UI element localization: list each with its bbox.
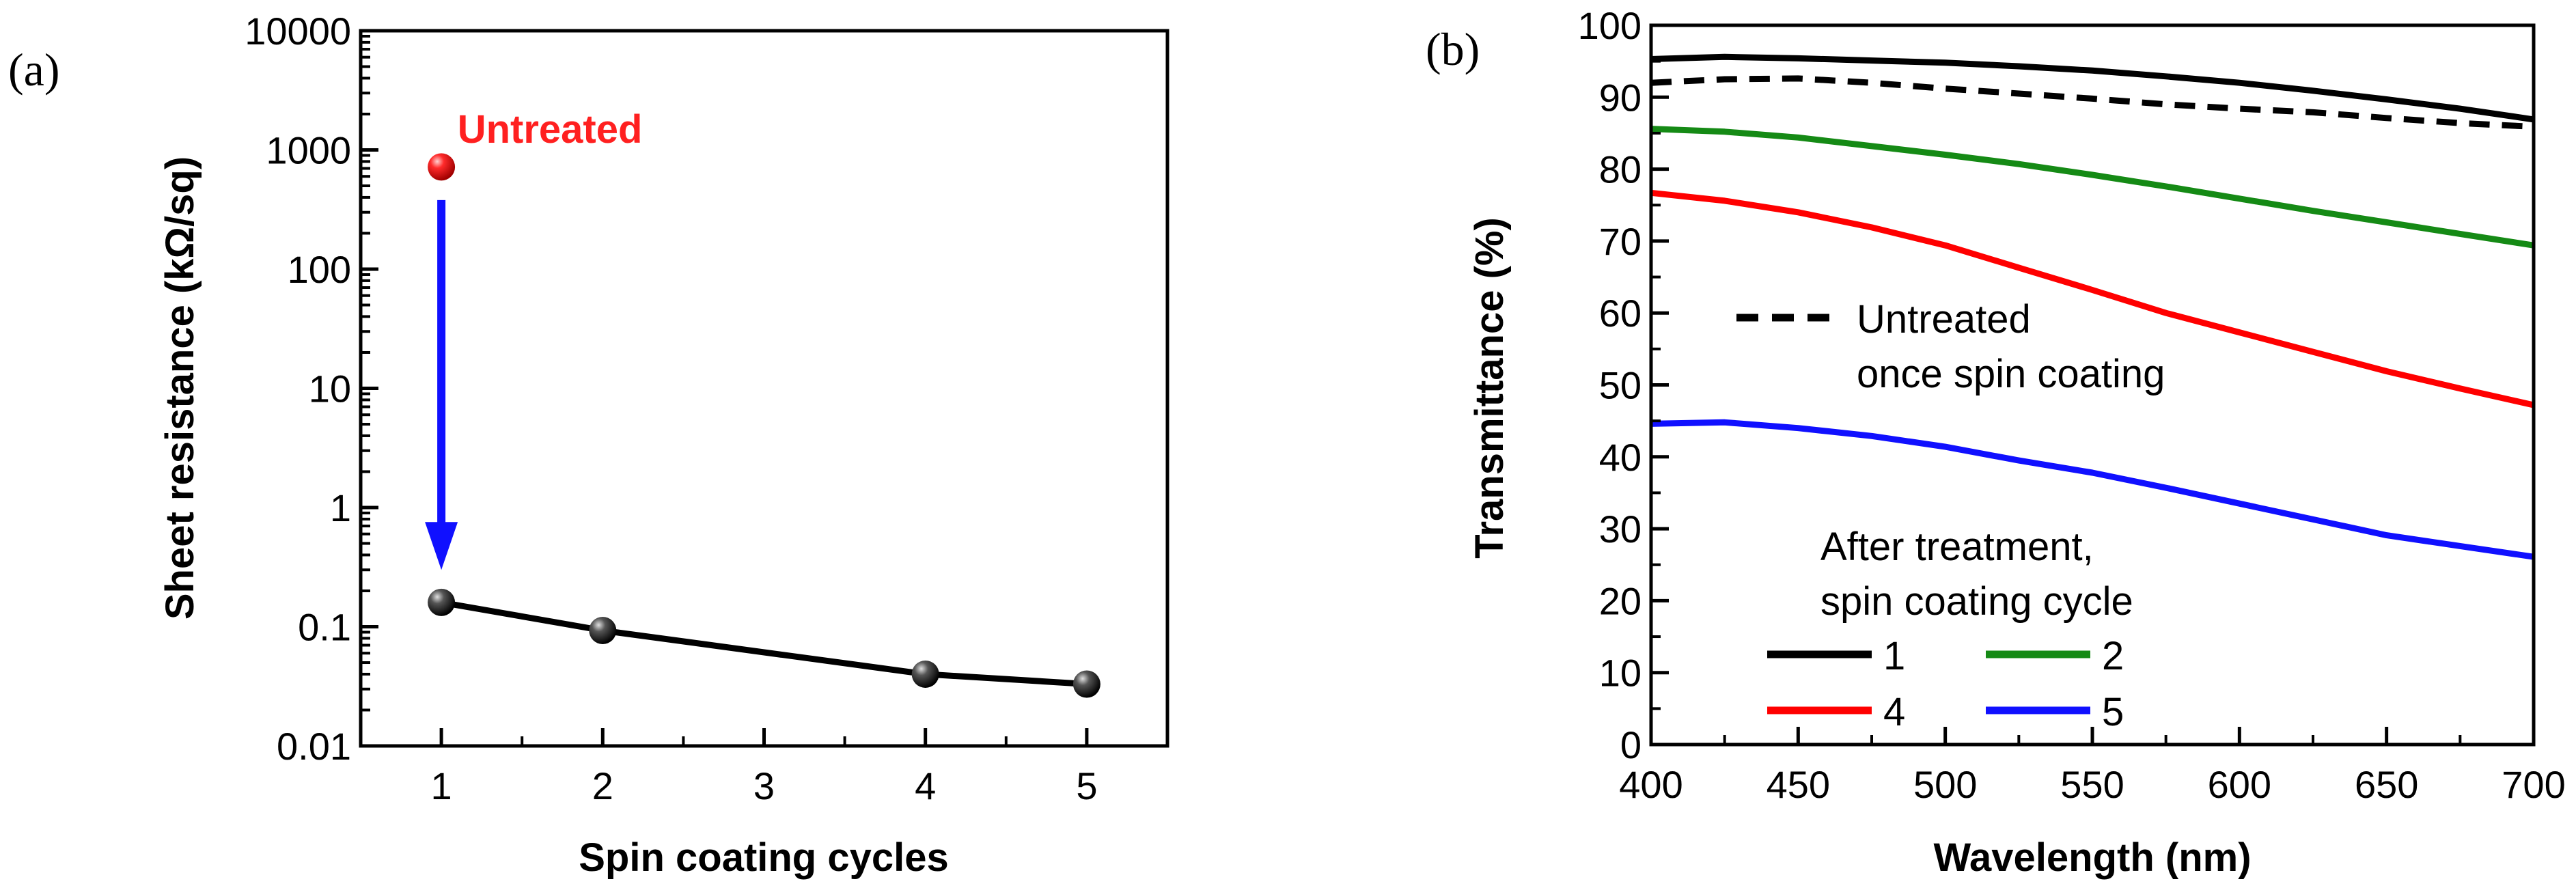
panel-a-sheet-resistance-chart: (a) 0.01 0.1 1 10 100 1000 10000 1 2 3 4 5 Spin co…	[8, 10, 1169, 880]
a-x-tick-label: 5	[1076, 764, 1097, 807]
b-y-tick-label: 30	[1599, 508, 1642, 551]
b-x-tick-label: 550	[2060, 763, 2124, 806]
legend-title-line2: spin coating cycle	[1820, 579, 2133, 624]
b-y-tick-label: 40	[1599, 436, 1642, 479]
a-x-tick-label: 4	[915, 764, 936, 807]
legend-untreated-line2: once spin coating	[1857, 352, 2165, 396]
a-x-tick-label: 2	[592, 764, 613, 807]
legend-entry-5: 5	[2102, 690, 2124, 734]
b-x-tick-label: 700	[2502, 763, 2565, 806]
a-y-tick-label: 100	[288, 248, 351, 291]
panel-b-transmittance-chart: (b) 0 10 20 30 40 50 60 70 80 90 100 400 450 500 550 6…	[1426, 4, 2566, 880]
b-x-tick-label: 400	[1619, 763, 1682, 806]
a-data-point	[911, 660, 939, 688]
panel-a-label: (a)	[8, 44, 59, 96]
b-x-tick-label: 450	[1767, 763, 1830, 806]
legend-untreated-line1: Untreated	[1857, 297, 2031, 342]
panel-a-y-axis-ticks: 0.01 0.1 1 10 100 1000 10000	[245, 10, 378, 768]
panel-b-label: (b)	[1426, 23, 1480, 75]
a-data-point	[1072, 670, 1100, 698]
legend-entry-2: 2	[2102, 634, 2124, 678]
panel-a-x-axis-ticks: 1 2 3 4 5	[431, 728, 1097, 807]
panel-b-x-axis-title: Wavelength (nm)	[1933, 835, 2251, 880]
b-y-tick-label: 20	[1599, 579, 1642, 622]
b-y-tick-label: 80	[1599, 148, 1642, 191]
a-y-tick-label: 1	[330, 486, 351, 529]
panel-a-series-line	[441, 599, 1088, 687]
legend-title-line1: After treatment,	[1820, 525, 2094, 569]
series-untreated-once-spin-coating-line	[1650, 75, 2534, 130]
panel-b-series-lines	[1650, 53, 2534, 560]
a-data-point	[589, 616, 617, 644]
b-x-tick-label: 500	[1913, 763, 1977, 806]
b-y-tick-label: 0	[1620, 723, 1642, 766]
panel-b-y-axis-title: Transmittance (%)	[1467, 217, 1512, 559]
b-y-tick-label: 50	[1599, 364, 1642, 407]
series-1-line	[1650, 53, 2534, 123]
b-y-tick-label: 90	[1599, 76, 1642, 119]
panel-a-y-axis-title: Sheet resistance (kΩ/sq)	[158, 156, 202, 620]
a-x-tick-label: 3	[753, 764, 775, 807]
panel-b-x-axis-ticks: 400 450 500 550 600 650 700	[1619, 727, 2566, 806]
panel-a-x-axis-title: Spin coating cycles	[579, 835, 949, 880]
series-2-line	[1650, 126, 2534, 249]
legend-entry-4: 4	[1883, 690, 1905, 734]
a-x-tick-label: 1	[431, 764, 452, 807]
b-x-tick-label: 600	[2208, 763, 2271, 806]
a-y-tick-label: 0.01	[277, 725, 351, 768]
b-y-tick-label: 70	[1599, 220, 1642, 263]
panel-b-legend: Untreated once spin coating After treatm…	[1736, 297, 2165, 734]
b-x-tick-label: 650	[2355, 763, 2418, 806]
series-5-line	[1650, 419, 2534, 560]
panel-b-y-axis-ticks: 0 10 20 30 40 50 60 70 80 90 100	[1578, 4, 1669, 766]
b-y-tick-label: 100	[1578, 4, 1642, 47]
a-y-tick-label: 10	[309, 367, 351, 411]
a-data-point	[428, 588, 456, 616]
b-y-tick-label: 60	[1599, 292, 1642, 335]
panel-a-data-points	[428, 153, 1100, 698]
a-y-tick-label: 10000	[245, 10, 351, 53]
decrease-arrow-head	[425, 522, 458, 570]
legend-entry-1: 1	[1883, 634, 1905, 678]
b-y-tick-label: 10	[1599, 652, 1642, 695]
a-y-tick-label: 1000	[266, 129, 351, 172]
a-untreated-point	[428, 153, 456, 181]
series-4-line	[1650, 189, 2534, 408]
untreated-annotation: Untreated	[458, 107, 643, 152]
a-y-tick-label: 0.1	[298, 606, 351, 649]
